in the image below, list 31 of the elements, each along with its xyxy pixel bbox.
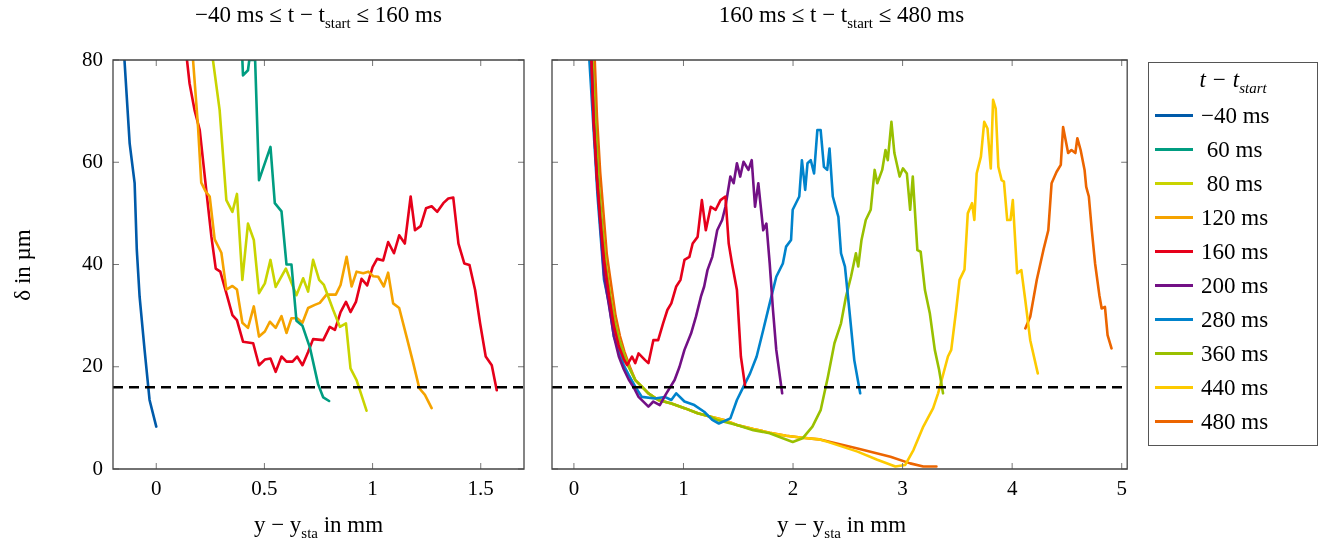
legend-label: 480 ms [1201, 408, 1269, 435]
legend-label: 80 ms [1205, 170, 1263, 197]
x-tick-label: 1 [367, 476, 378, 501]
legend-label: −40 ms [1201, 102, 1270, 129]
legend-label: 120 ms [1201, 204, 1269, 231]
x-tick-label: 4 [1006, 476, 1018, 501]
x-axis-title: y − y$_{sta}$ in mm [252, 512, 385, 542]
y-axis-title: δ in µm [9, 229, 36, 301]
x-axis-title: y − y$_{sta}$ in mm [775, 512, 908, 542]
chart-title: −40 ms ≤ t − t$_{start}$ ≤ 160 ms [194, 2, 443, 32]
x-tick-label: 0 [151, 476, 162, 501]
x-tick-label: 0 [568, 476, 580, 501]
x-tick-label: 1 [678, 476, 689, 501]
legend-label: 360 ms [1201, 340, 1269, 367]
legend-label: 440 ms [1201, 374, 1269, 401]
y-tick-label: 80 [82, 46, 103, 71]
legend-title: t − t$_{start}$ [1198, 67, 1268, 97]
legend-label: 280 ms [1201, 306, 1269, 333]
x-tick-label: 5 [1116, 476, 1127, 501]
legend-label: 160 ms [1201, 238, 1269, 265]
y-tick-label: 40 [82, 251, 103, 276]
legend-label: 60 ms [1205, 136, 1263, 163]
x-tick-label: 1.5 [467, 476, 494, 501]
x-tick-label: 2 [787, 476, 799, 501]
legend-label: 200 ms [1201, 272, 1269, 299]
chart-title: 160 ms ≤ t − t$_{start}$ ≤ 480 ms [717, 2, 966, 32]
x-tick-label: 0.5 [251, 476, 278, 501]
x-tick-label: 3 [897, 476, 908, 501]
y-tick-label: 60 [82, 148, 103, 173]
y-tick-label: 0 [92, 455, 103, 480]
y-tick-label: 20 [82, 353, 103, 378]
